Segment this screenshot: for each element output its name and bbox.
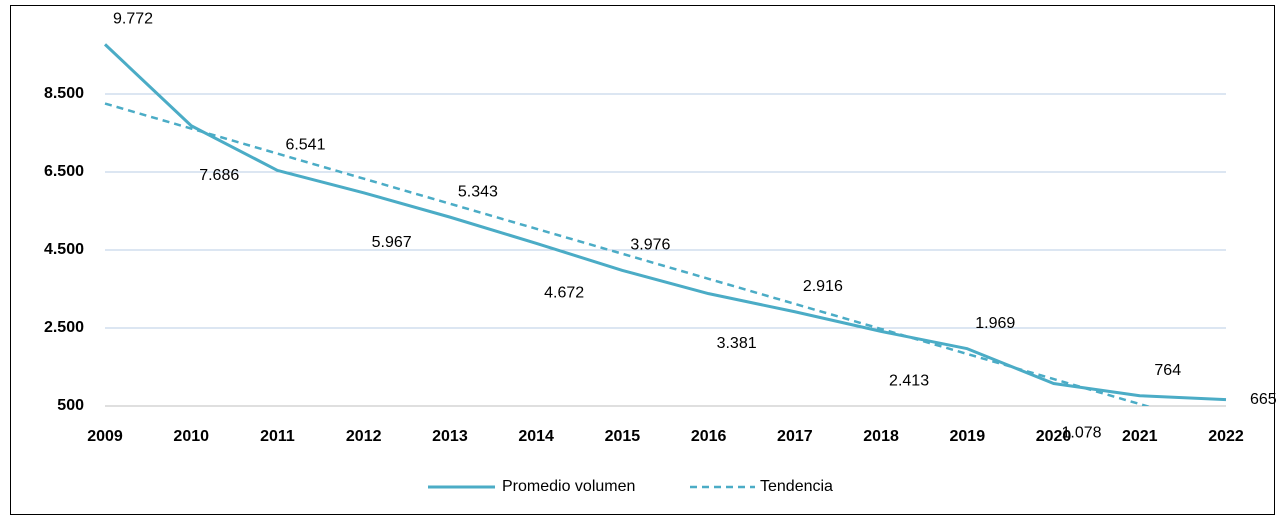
x-tick-label: 2013 [432,428,468,445]
x-tick-label: 2018 [863,428,899,445]
x-tick-label: 2010 [173,428,209,445]
x-tick-label: 2016 [691,428,727,445]
x-tick-label: 2022 [1208,428,1244,445]
data-label: 2.413 [889,373,929,390]
data-label: 5.343 [458,183,498,200]
y-tick-label: 6.500 [44,163,84,180]
legend-label: Promedio volumen [502,478,635,495]
x-tick-label: 2009 [87,428,123,445]
data-label: 1.078 [1062,425,1102,442]
data-label: 764 [1154,362,1181,379]
data-label: 6.541 [285,137,325,154]
x-tick-label: 2020 [1036,428,1072,445]
y-tick-label: 4.500 [44,241,84,258]
data-label: 2.916 [803,278,843,295]
x-tick-label: 2021 [1122,428,1158,445]
data-line [103,43,1227,402]
data-label: 4.672 [544,285,584,302]
y-tick-label: 8.500 [44,85,84,102]
x-tick-label: 2011 [260,428,295,445]
data-label: 1.969 [975,315,1015,332]
legend-label: Tendencia [760,478,833,495]
data-label: 7.686 [199,167,239,184]
x-tick-label: 2014 [518,428,554,445]
data-label: 3.976 [630,237,670,254]
x-tick-label: 2015 [605,428,641,445]
trend-line [104,102,1151,406]
chart-border [10,5,1275,515]
data-label: 9.772 [113,11,153,28]
y-tick-label: 500 [57,397,84,414]
data-label: 3.381 [717,335,757,352]
data-label: 5.967 [372,234,412,251]
x-tick-label: 2012 [346,428,382,445]
data-label: 665 [1250,391,1277,408]
x-tick-label: 2019 [950,428,986,445]
x-tick-label: 2017 [777,428,813,445]
y-tick-label: 2.500 [44,319,84,336]
